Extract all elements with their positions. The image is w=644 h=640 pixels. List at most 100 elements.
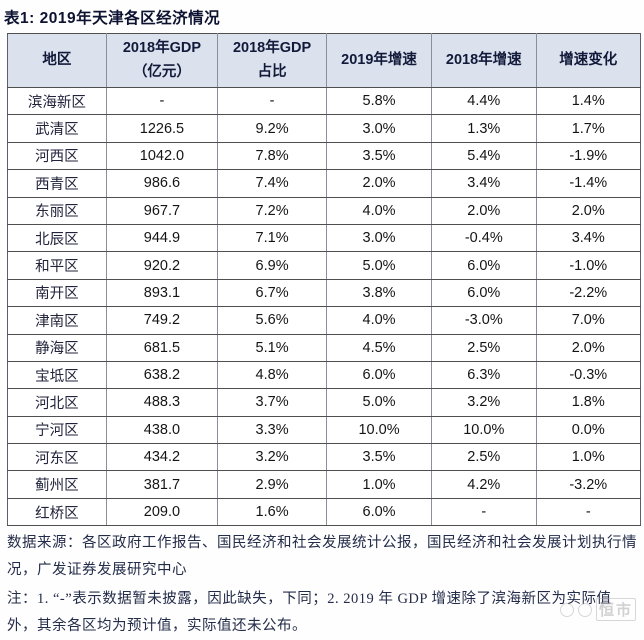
district-cell: 东丽区: [7, 196, 107, 225]
value-cell: 1.8%: [535, 388, 642, 417]
value-cell: 6.7%: [217, 278, 328, 308]
value-cell: -0.4%: [431, 223, 537, 253]
table-body: 滨海新区 - -5.8% 4.4% 1.4% 武清区 1226.5 9.2% 3.0% 1.3% 1…: [7, 86, 642, 527]
value-cell: 1.3%: [431, 114, 537, 143]
footnote: 注：1. “-”表示数据暂未披露，因此缺失，下同；2. 2019 年 GDP 增…: [7, 590, 612, 634]
table-footer: 数据来源：各区政府工作报告、国民经济和社会发展统计公报，国民经济和社会发展计划执…: [7, 530, 638, 639]
district-cell: 静海区: [7, 333, 107, 362]
value-cell: 4.4%: [431, 86, 537, 116]
header-line: 2018年GDP: [232, 40, 312, 57]
value-cell: 1.7%: [535, 114, 642, 143]
value-cell: -0.3%: [535, 360, 642, 390]
value-cell: 944.9: [105, 223, 219, 253]
value-cell: 920.2: [105, 251, 219, 280]
table-row: 武清区 1226.5 9.2% 3.0% 1.3% 1.7%: [7, 114, 642, 143]
value-cell: 3.4%: [431, 169, 537, 198]
value-cell: 9.2%: [217, 114, 328, 143]
table-row: 津南区 749.2 5.6% 4.0% -3.0% 7.0%: [7, 306, 642, 335]
header-growth-2018: 2018年增速: [431, 33, 537, 88]
value-cell: 4.0%: [326, 306, 433, 335]
economic-data-table: 地区 2018年GDP （亿元） 2018年GDP 占比 2019年增速 201…: [7, 33, 642, 527]
header-line: 2018年GDP: [122, 40, 202, 57]
table-row: 东丽区 967.7 7.2% 4.0% 2.0% 2.0%: [7, 196, 642, 225]
value-cell: 1042.0: [105, 141, 219, 171]
value-cell: 3.0%: [326, 223, 433, 253]
value-cell: 893.1: [105, 278, 219, 308]
value-cell: 1.0%: [326, 470, 433, 499]
header-line: （亿元）: [132, 63, 191, 80]
header-row: 地区 2018年GDP （亿元） 2018年GDP 占比 2019年增速 201…: [7, 33, 642, 88]
table-header: 地区 2018年GDP （亿元） 2018年GDP 占比 2019年增速 201…: [7, 33, 642, 88]
value-cell: 638.2: [105, 360, 219, 390]
value-cell: 3.8%: [326, 278, 433, 308]
value-cell: 4.2%: [431, 470, 537, 499]
district-cell: 河西区: [7, 141, 107, 171]
value-cell: 5.1%: [217, 333, 328, 362]
header-growth-change: 增速变化: [535, 33, 642, 88]
value-cell: 2.5%: [431, 443, 537, 472]
value-cell: 7.1%: [217, 223, 328, 253]
table-row: 蓟州区 381.7 2.9% 1.0% 4.2% -3.2%: [7, 470, 642, 499]
value-cell: 438.0: [105, 415, 219, 445]
header-line: 2019年增速: [341, 51, 417, 68]
value-cell: 381.7: [105, 470, 219, 499]
value-cell: 434.2: [105, 443, 219, 472]
data-source-note: 数据来源：各区政府工作报告、国民经济和社会发展统计公报，国民经济和社会发展计划执…: [7, 535, 637, 579]
value-cell: 1226.5: [105, 114, 219, 143]
value-cell: -: [535, 497, 642, 527]
header-line: 地区: [42, 51, 72, 68]
value-cell: 488.3: [105, 388, 219, 417]
district-cell: 滨海新区: [7, 86, 107, 116]
value-cell: 681.5: [105, 333, 219, 362]
value-cell: 1.4%: [535, 86, 642, 116]
value-cell: 4.5%: [326, 333, 433, 362]
value-cell: 6.9%: [217, 251, 328, 280]
value-cell: 2.0%: [535, 333, 642, 362]
value-cell: -: [431, 497, 537, 527]
district-cell: 河东区: [7, 443, 107, 472]
value-cell: 6.0%: [326, 497, 433, 527]
value-cell: 3.5%: [326, 141, 433, 171]
district-cell: 津南区: [7, 306, 107, 335]
table-row: 北辰区 944.9 7.1% 3.0% -0.4% 3.4%: [7, 223, 642, 253]
table-row: 南开区 893.1 6.7% 3.8% 6.0% -2.2%: [7, 278, 642, 308]
district-cell: 宁河区: [7, 415, 107, 445]
table-row: 河北区 488.3 3.7% 5.0% 3.2% 1.8%: [7, 388, 642, 417]
value-cell: 3.3%: [217, 415, 328, 445]
table-row: 河东区 434.2 3.2% 3.5% 2.5% 1.0%: [7, 443, 642, 472]
district-cell: 武清区: [7, 114, 107, 143]
table-row: 红桥区 209.0 1.6% 6.0% - -: [7, 497, 642, 527]
district-cell: 宝坻区: [7, 360, 107, 390]
value-cell: 6.3%: [431, 360, 537, 390]
value-cell: 5.0%: [326, 388, 433, 417]
header-gdp-share-2018: 2018年GDP 占比: [217, 33, 328, 88]
value-cell: 0.0%: [535, 415, 642, 445]
value-cell: 1.6%: [217, 497, 328, 527]
header-gdp-2018: 2018年GDP （亿元）: [105, 33, 219, 88]
value-cell: -: [217, 86, 328, 116]
value-cell: 3.2%: [217, 443, 328, 472]
value-cell: 967.7: [105, 196, 219, 225]
district-cell: 北辰区: [7, 223, 107, 253]
table-title: 表1: 2019年天津各区经济情况: [4, 10, 221, 27]
value-cell: 6.0%: [431, 251, 537, 280]
value-cell: 10.0%: [326, 415, 433, 445]
value-cell: 3.7%: [217, 388, 328, 417]
value-cell: -2.2%: [535, 278, 642, 308]
district-cell: 和平区: [7, 251, 107, 280]
table-row: 宝坻区 638.2 4.8% 6.0% 6.3% -0.3%: [7, 360, 642, 390]
value-cell: 209.0: [105, 497, 219, 527]
value-cell: 7.4%: [217, 169, 328, 198]
value-cell: 3.5%: [326, 443, 433, 472]
district-cell: 红桥区: [7, 497, 107, 527]
value-cell: 4.8%: [217, 360, 328, 390]
value-cell: 7.0%: [535, 306, 642, 335]
value-cell: -1.9%: [535, 141, 642, 171]
header-line: 占比: [257, 63, 287, 80]
table-row: 西青区 986.6 7.4% 2.0% 3.4% -1.4%: [7, 169, 642, 198]
value-cell: 3.0%: [326, 114, 433, 143]
value-cell: 2.0%: [326, 169, 433, 198]
header-line: 2018年增速: [445, 51, 522, 68]
table-row: 河西区 1042.0 7.8% 3.5% 5.4% -1.9%: [7, 141, 642, 171]
